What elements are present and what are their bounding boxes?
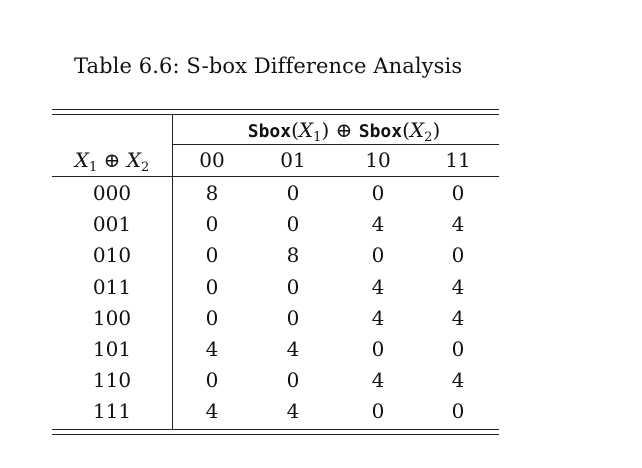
x1-subscript: 1 <box>313 130 322 145</box>
table-top-rule-outer <box>52 109 499 110</box>
row-label: 111 <box>92 399 132 423</box>
row-label: 001 <box>92 212 132 236</box>
x1-subscript: 1 <box>88 160 98 175</box>
x2-subscript: 2 <box>424 130 433 145</box>
table-cell: 0 <box>205 306 219 330</box>
table-cell: 4 <box>451 275 465 299</box>
row-label-divider <box>172 114 173 430</box>
group-header-rule <box>173 144 499 145</box>
x1-variable: X <box>298 118 314 142</box>
xor-operator: ⊕ <box>103 148 121 172</box>
table-cell: 4 <box>371 306 385 330</box>
table-cell: 4 <box>451 212 465 236</box>
table-cell: 8 <box>205 181 219 205</box>
table-cell: 0 <box>286 306 300 330</box>
table-cell: 4 <box>286 399 300 423</box>
table-cell: 0 <box>205 243 219 267</box>
table-cell: 4 <box>205 399 219 423</box>
column-header: 11 <box>445 148 471 172</box>
table-cell: 0 <box>205 368 219 392</box>
table-cell: 4 <box>451 368 465 392</box>
row-label: 011 <box>92 275 132 299</box>
sbox-function-label: Sbox <box>358 121 403 142</box>
row-header-label: X1 ⊕ X2 <box>52 148 172 175</box>
table-bottom-rule-outer <box>52 434 499 435</box>
row-label: 100 <box>92 306 132 330</box>
table-cell: 0 <box>451 337 465 361</box>
row-label: 000 <box>92 181 132 205</box>
table-cell: 4 <box>205 337 219 361</box>
header-rule <box>52 176 499 177</box>
table-cell: 0 <box>371 243 385 267</box>
column-header: 10 <box>365 148 391 172</box>
table-cell: 4 <box>371 275 385 299</box>
column-group-header: Sbox(X1) ⊕ Sbox(X2) <box>247 118 441 145</box>
table-top-rule-inner <box>52 114 499 115</box>
table-cell: 0 <box>205 212 219 236</box>
table-cell: 4 <box>286 337 300 361</box>
x2-subscript: 2 <box>140 160 150 175</box>
table-cell: 0 <box>286 275 300 299</box>
x1-variable: X <box>74 148 89 172</box>
table-cell: 4 <box>371 212 385 236</box>
table-cell: 0 <box>451 399 465 423</box>
row-label: 010 <box>92 243 132 267</box>
table-cell: 0 <box>205 275 219 299</box>
table-cell: 0 <box>451 181 465 205</box>
column-header: 00 <box>199 148 225 172</box>
table-cell: 0 <box>286 212 300 236</box>
column-header: 01 <box>280 148 306 172</box>
x2-variable: X <box>126 148 141 172</box>
table-cell: 0 <box>451 243 465 267</box>
table-cell: 0 <box>371 399 385 423</box>
table-caption: Table 6.6: S-box Difference Analysis <box>74 54 463 78</box>
xor-operator: ⊕ <box>335 118 353 142</box>
row-label: 101 <box>92 337 132 361</box>
row-label: 110 <box>92 368 132 392</box>
sbox-function-label: Sbox <box>247 121 292 142</box>
table-cell: 0 <box>286 368 300 392</box>
table-cell: 0 <box>371 181 385 205</box>
table-cell: 8 <box>286 243 300 267</box>
table-cell: 0 <box>286 181 300 205</box>
table-cell: 4 <box>451 306 465 330</box>
table-cell: 4 <box>371 368 385 392</box>
x2-variable: X <box>409 118 425 142</box>
table-bottom-rule-inner <box>52 429 499 430</box>
table-cell: 0 <box>371 337 385 361</box>
